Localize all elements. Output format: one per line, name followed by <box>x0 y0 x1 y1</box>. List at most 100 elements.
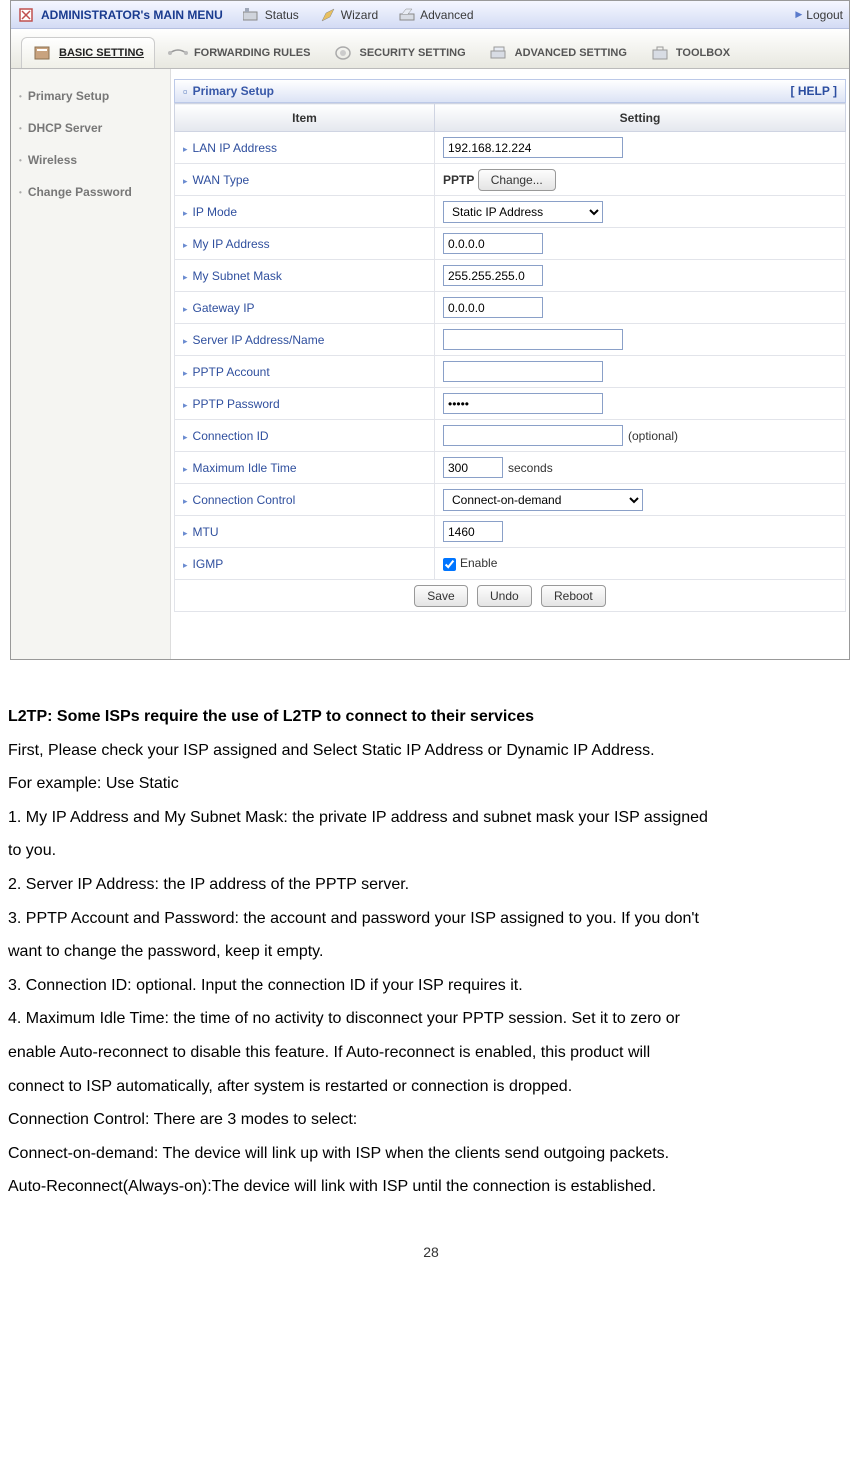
row-wan-type: ▸WAN Type PPTP Change... <box>175 164 846 196</box>
row-arrow-icon: ▸ <box>183 528 188 538</box>
server-ip-input[interactable] <box>443 329 623 350</box>
tab-advanced-setting[interactable]: ADVANCED SETTING <box>478 38 637 68</box>
content-area: Primary Setup DHCP Server Wireless Chang… <box>11 69 849 659</box>
sidebar: Primary Setup DHCP Server Wireless Chang… <box>11 69 171 659</box>
my-ip-input[interactable] <box>443 233 543 254</box>
tab-label-advanced: ADVANCED SETTING <box>515 47 627 59</box>
status-menu[interactable]: Status <box>243 6 299 24</box>
row-gateway: ▸Gateway IP <box>175 292 846 324</box>
panel-icon: ▫ <box>183 84 188 99</box>
connection-id-suffix: (optional) <box>628 429 678 443</box>
conn-control-select[interactable]: Connect-on-demand <box>443 489 643 511</box>
row-arrow-icon: ▸ <box>183 464 188 474</box>
sidebar-item-primary-setup[interactable]: Primary Setup <box>19 89 162 103</box>
connection-id-input[interactable] <box>443 425 623 446</box>
setting-cell: (optional) <box>435 420 846 452</box>
setting-cell <box>435 356 846 388</box>
mtu-input[interactable] <box>443 521 503 542</box>
button-cell: Save Undo Reboot <box>175 580 846 612</box>
row-arrow-icon: ▸ <box>183 304 188 314</box>
doc-line: enable Auto-reconnect to disable this fe… <box>8 1036 854 1070</box>
sidebar-item-dhcp-server[interactable]: DHCP Server <box>19 121 162 135</box>
undo-button[interactable]: Undo <box>477 585 532 607</box>
item-label: IGMP <box>193 557 224 571</box>
setting-cell <box>435 324 846 356</box>
doc-line: 3. Connection ID: optional. Input the co… <box>8 969 854 1003</box>
setting-cell: PPTP Change... <box>435 164 846 196</box>
setting-cell <box>435 228 846 260</box>
pptp-account-input[interactable] <box>443 361 603 382</box>
wizard-label: Wizard <box>341 8 378 22</box>
status-icon <box>243 6 261 24</box>
item-label: My Subnet Mask <box>193 269 282 283</box>
max-idle-input[interactable] <box>443 457 503 478</box>
panel-header: ▫ Primary Setup [ HELP ] <box>174 79 846 103</box>
row-arrow-icon: ▸ <box>183 240 188 250</box>
row-pptp-password: ▸PPTP Password <box>175 388 846 420</box>
item-cell: ▸ Connection Control <box>175 484 435 516</box>
button-row: Save Undo Reboot <box>175 580 846 612</box>
setting-cell: Static IP Address <box>435 196 846 228</box>
doc-line: 3. PPTP Account and Password: the accoun… <box>8 902 854 936</box>
item-label: Server IP Address/Name <box>193 333 325 347</box>
item-cell: ▸LAN IP Address <box>175 132 435 164</box>
item-cell: ▸Connection ID <box>175 420 435 452</box>
igmp-checkbox-label: Enable <box>460 556 497 570</box>
advanced-menu[interactable]: Advanced <box>398 6 473 24</box>
sidebar-label: DHCP Server <box>28 121 102 135</box>
item-label: WAN Type <box>193 173 250 187</box>
col-item: Item <box>175 104 435 132</box>
page-number: 28 <box>0 1224 862 1270</box>
tab-security-setting[interactable]: SECURITY SETTING <box>322 38 475 68</box>
reboot-button[interactable]: Reboot <box>541 585 606 607</box>
sidebar-label: Primary Setup <box>28 89 109 103</box>
doc-line: For example: Use Static <box>8 767 854 801</box>
row-arrow-icon: ▸ <box>183 496 188 506</box>
logout-link[interactable]: ▶ Logout <box>795 8 843 22</box>
document-text: L2TP: Some ISPs require the use of L2TP … <box>0 660 862 1224</box>
tab-forwarding-rules[interactable]: FORWARDING RULES <box>157 38 321 68</box>
max-idle-suffix: seconds <box>508 461 553 475</box>
gateway-input[interactable] <box>443 297 543 318</box>
logout-label: Logout <box>806 8 843 22</box>
admin-title: ADMINISTRATOR's MAIN MENU <box>41 8 223 22</box>
wizard-menu[interactable]: Wizard <box>319 6 378 24</box>
doc-line: First, Please check your ISP assigned an… <box>8 734 854 768</box>
save-button[interactable]: Save <box>414 585 467 607</box>
tab-basic-setting[interactable]: BASIC SETTING <box>21 37 155 68</box>
advanced-label: Advanced <box>420 8 473 22</box>
status-label: Status <box>265 8 299 22</box>
lan-ip-input[interactable] <box>443 137 623 158</box>
doc-line: want to change the password, keep it emp… <box>8 935 854 969</box>
change-button[interactable]: Change... <box>478 169 556 191</box>
top-menu-bar: ADMINISTRATOR's MAIN MENU Status Wizard … <box>11 1 849 29</box>
item-cell: ▸Gateway IP <box>175 292 435 324</box>
igmp-checkbox[interactable] <box>443 558 456 571</box>
setting-cell <box>435 388 846 420</box>
item-label: LAN IP Address <box>193 141 278 155</box>
item-cell: ▸WAN Type <box>175 164 435 196</box>
sidebar-item-wireless[interactable]: Wireless <box>19 153 162 167</box>
row-arrow-icon: ▸ <box>183 400 188 410</box>
setting-cell: Connect-on-demand <box>435 484 846 516</box>
row-mtu: ▸MTU <box>175 516 846 548</box>
item-cell: ▸Server IP Address/Name <box>175 324 435 356</box>
help-link[interactable]: [ HELP ] <box>791 84 837 98</box>
sidebar-label: Change Password <box>28 185 132 199</box>
ip-mode-select[interactable]: Static IP Address <box>443 201 603 223</box>
sidebar-label: Wireless <box>28 153 77 167</box>
pptp-password-input[interactable] <box>443 393 603 414</box>
subnet-input[interactable] <box>443 265 543 286</box>
row-max-idle: ▸Maximum Idle Time seconds <box>175 452 846 484</box>
settings-table: Item Setting ▸LAN IP Address ▸WAN Type P… <box>174 103 846 612</box>
doc-heading: L2TP: Some ISPs require the use of L2TP … <box>8 700 854 734</box>
setting-cell: Enable <box>435 548 846 580</box>
sidebar-item-change-password[interactable]: Change Password <box>19 185 162 199</box>
row-pptp-account: ▸PPTP Account <box>175 356 846 388</box>
wizard-icon <box>319 6 337 24</box>
item-label: Connection Control <box>193 493 296 507</box>
item-cell: ▸IGMP <box>175 548 435 580</box>
tab-toolbox[interactable]: TOOLBOX <box>639 38 740 68</box>
item-cell: ▸Maximum Idle Time <box>175 452 435 484</box>
row-igmp: ▸IGMP Enable <box>175 548 846 580</box>
